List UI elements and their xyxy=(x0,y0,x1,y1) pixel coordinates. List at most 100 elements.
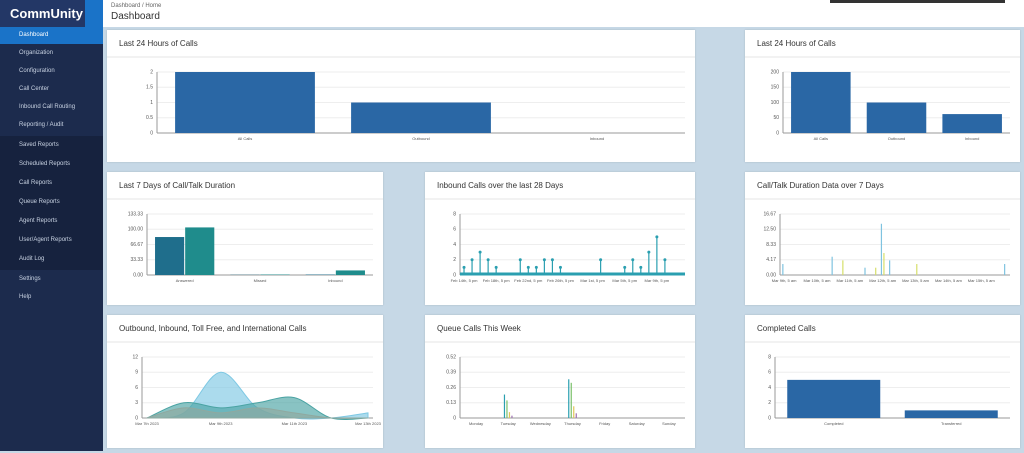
header: Dashboard / Home Dashboard xyxy=(103,0,1024,27)
x-tick-label: Tuesday xyxy=(501,421,516,426)
y-tick-label: 6 xyxy=(453,227,456,233)
menu-item[interactable]: Configuration xyxy=(0,63,103,80)
menu-item[interactable]: Dashboard xyxy=(0,27,103,44)
menu-item[interactable]: Saved Reports xyxy=(0,137,103,154)
chart-title: Completed Calls xyxy=(757,324,816,333)
y-tick-label: 2 xyxy=(150,69,153,75)
y-tick-label: 0 xyxy=(150,130,153,136)
menu-item[interactable]: Call Center xyxy=(0,81,103,98)
x-tick-label: Answered xyxy=(176,278,194,283)
stem-marker xyxy=(647,251,650,254)
stem-marker xyxy=(631,258,634,261)
page-title: Dashboard xyxy=(111,11,160,22)
y-tick-label: 50 xyxy=(773,115,779,121)
x-tick-label: Feb 26th, 5 pm xyxy=(547,278,575,283)
y-tick-label: 100.00 xyxy=(128,227,144,233)
y-tick-label: 0.52 xyxy=(446,354,456,360)
menu-item[interactable]: Organization xyxy=(0,45,103,62)
y-tick-label: 2 xyxy=(453,257,456,263)
x-tick-label: Thursday xyxy=(564,421,581,426)
menu-item[interactable]: Inbound Call Routing xyxy=(0,99,103,116)
chart-title: Queue Calls This Week xyxy=(437,324,522,333)
y-tick-label: 0.5 xyxy=(146,115,153,121)
x-tick-label: Missed xyxy=(254,278,267,283)
x-tick-label: Completed xyxy=(824,421,843,426)
x-tick-label: Saturday xyxy=(629,421,645,426)
x-tick-label: Feb 22nd, 5 pm xyxy=(514,278,543,283)
logo: CommUnity xyxy=(0,0,103,27)
chart-panel: Outbound, Inbound, Toll Free, and Intern… xyxy=(107,315,383,448)
y-tick-label: 9 xyxy=(135,370,138,376)
chart-title: Outbound, Inbound, Toll Free, and Intern… xyxy=(119,324,307,333)
stem-marker xyxy=(519,258,522,261)
bar xyxy=(336,270,365,275)
bar xyxy=(791,72,851,133)
chart-title: Last 7 Days of Call/Talk Duration xyxy=(119,181,235,190)
y-tick-label: 0.00 xyxy=(133,272,143,278)
y-tick-label: 12.50 xyxy=(763,227,776,233)
x-tick-label: Feb 14th, 5 pm xyxy=(451,278,479,283)
menu-item[interactable]: Settings xyxy=(0,271,103,288)
x-tick-label: Inbound xyxy=(590,136,604,141)
x-tick-label: Mar 9th, 5 am xyxy=(772,278,797,283)
stem-marker xyxy=(599,258,602,261)
stem-marker xyxy=(559,266,562,269)
bar xyxy=(185,227,214,275)
y-tick-label: 66.67 xyxy=(130,242,143,248)
chart: Queue Calls This Week00.130.260.390.52Mo… xyxy=(425,315,695,448)
y-tick-label: 12 xyxy=(132,354,138,360)
y-tick-label: 3 xyxy=(135,400,138,406)
y-tick-label: 6 xyxy=(135,385,138,391)
x-tick-label: Mar 9th, 5 pm xyxy=(645,278,670,283)
top-bar xyxy=(830,0,1005,3)
stem-marker xyxy=(535,266,538,269)
x-tick-label: Inbound xyxy=(965,136,979,141)
menu-item[interactable]: Agent Reports xyxy=(0,213,103,230)
x-tick-label: Mar 1st, 5 pm xyxy=(580,278,605,283)
y-tick-label: 1 xyxy=(150,100,153,106)
y-tick-label: 6 xyxy=(768,370,771,376)
stem-marker xyxy=(527,266,530,269)
bar xyxy=(942,114,1002,133)
x-tick-label: All Calls xyxy=(238,136,252,141)
y-tick-label: 0.26 xyxy=(446,385,456,391)
chart-title: Last 24 Hours of Calls xyxy=(757,39,836,48)
bar xyxy=(175,72,315,133)
stem-marker xyxy=(471,258,474,261)
y-tick-label: 4.17 xyxy=(766,257,776,263)
menu-toggle[interactable] xyxy=(85,0,103,27)
y-tick-label: 8 xyxy=(768,354,771,360)
x-tick-label: Wednesday xyxy=(530,421,551,426)
x-tick-label: Monday xyxy=(469,421,483,426)
stem-marker xyxy=(543,258,546,261)
menu-item[interactable]: Reporting / Audit xyxy=(0,117,103,134)
menu-item[interactable]: Queue Reports xyxy=(0,194,103,211)
stem-marker xyxy=(623,266,626,269)
x-tick-label: Friday xyxy=(599,421,610,426)
chart-title: Call/Talk Duration Data over 7 Days xyxy=(757,181,884,190)
menu-item[interactable]: Help xyxy=(0,289,103,306)
chart: Outbound, Inbound, Toll Free, and Intern… xyxy=(107,315,383,448)
stem-marker xyxy=(487,258,490,261)
chart-title: Inbound Calls over the last 28 Days xyxy=(437,181,563,190)
menu-item[interactable]: User/Agent Reports xyxy=(0,232,103,249)
y-tick-label: 0 xyxy=(768,415,771,421)
chart: Call/Talk Duration Data over 7 Days0.004… xyxy=(745,172,1020,305)
x-tick-label: Inbound xyxy=(328,278,342,283)
menu-item[interactable]: Audit Log xyxy=(0,251,103,268)
bar xyxy=(155,237,184,275)
chart: Inbound Calls over the last 28 Days02468… xyxy=(425,172,695,305)
y-tick-label: 133.33 xyxy=(128,211,144,217)
menu-item[interactable]: Call Reports xyxy=(0,175,103,192)
menu-item[interactable]: Scheduled Reports xyxy=(0,156,103,173)
stem-marker xyxy=(463,266,466,269)
y-tick-label: 4 xyxy=(768,385,771,391)
chart-title: Last 24 Hours of Calls xyxy=(119,39,198,48)
x-tick-label: Mar 14th, 5 am xyxy=(935,278,963,283)
